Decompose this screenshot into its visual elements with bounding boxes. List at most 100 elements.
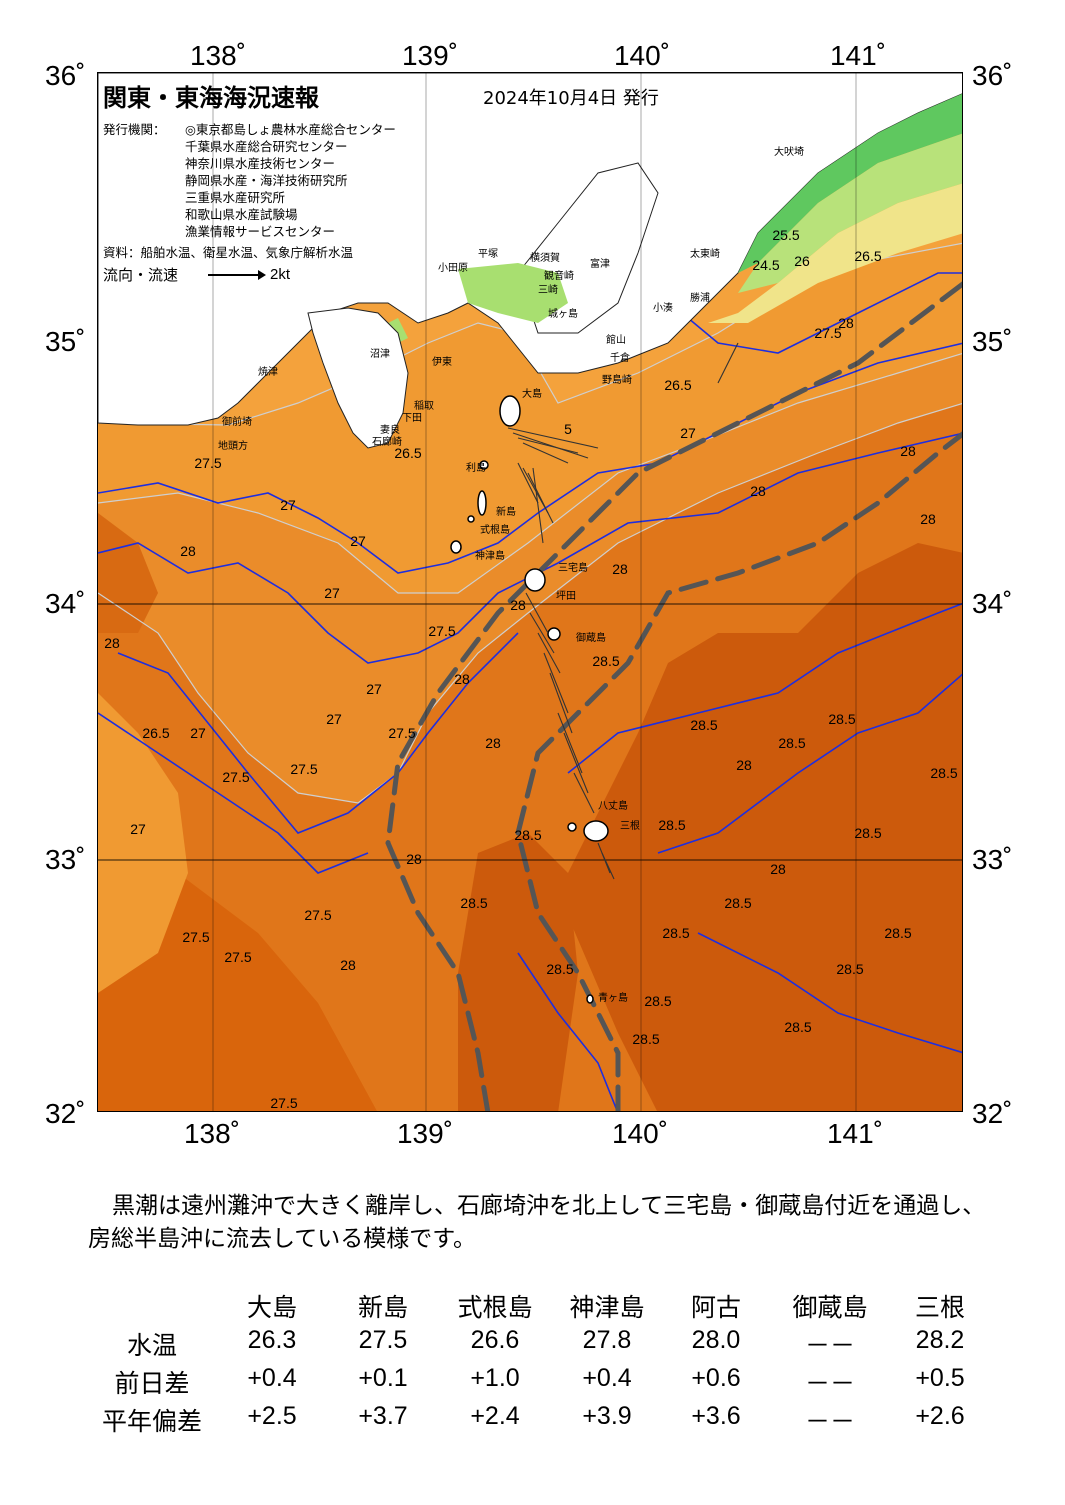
table-cell: +0.6 [691,1364,741,1392]
isotherm-label-28-5-d: 28.5 [828,711,856,727]
column-header: 神津島 [569,1293,645,1322]
isotherm-label-27-5-e: 27.5 [222,769,250,785]
kuroshio-axis-east [515,431,962,1111]
table-row: 水温 26.3 27.5 26.6 27.8 28.0 －－ 28.2 [0,1326,1065,1364]
zone-28-5-east [558,543,962,1111]
place-mera: 妻良 [380,425,400,436]
lat-tick-32-left: 32˚ [45,1098,86,1129]
arrow-icon [208,270,267,281]
isotherm-label-27-g: 27 [190,725,206,741]
table-cell: +1.0 [470,1364,520,1392]
island-oshima [499,395,521,427]
table-cell: +2.4 [470,1402,520,1430]
issuer-4: 三重県水産研究所 [185,190,286,205]
isotherm-label-26-5-a: 26.5 [854,248,882,264]
place-toshima: 利島 [466,463,486,474]
column-header: 阿古 [690,1293,742,1322]
map-axes: 138˚ 139˚ 140˚ 141˚ 138˚ 139˚ 140˚ 141˚ … [45,42,1013,1148]
place-kominato: 小湊 [653,303,673,314]
table-cell: +3.6 [691,1402,741,1430]
island-miyakejima [524,568,546,592]
lon-tick-139-bottom: 139˚ [396,1118,454,1149]
isotherm-label-28-n: 28 [340,957,356,973]
issuer-5: 和歌山県水産試験場 [185,207,298,222]
table-cell: 26.3 [247,1326,297,1354]
map-title: 関東・東海海況速報 [103,84,319,112]
place-ito: 伊東 [432,357,452,368]
lat-tick-33-right: 33˚ [972,844,1013,875]
table-cell: 28.0 [691,1326,741,1354]
isotherm-label-26-5-c: 26.5 [394,445,422,461]
isotherm-label-28-d: 28 [920,511,936,527]
lon-tick-141-bottom: 141˚ [826,1118,884,1149]
sea-temperature-map: 関東・東海海況速報 2024年10月4日 発行 発行機関： ◎東京都島しょ農林水産… [97,72,963,1112]
place-hiratsuka: 平塚 [478,249,498,260]
isotherm-label-28-5-a: 28.5 [592,653,620,669]
isotherm-label-28-5-e: 28.5 [930,765,958,781]
isotherm-label-27-5-h: 27.5 [182,929,210,945]
column-header: 式根島 [457,1293,533,1322]
isotherm-label-28-k: 28 [736,757,752,773]
issuing-agencies: 発行機関： ◎東京都島しょ農林水産総合センター 千葉県水産総合研究センター 神奈川… [103,121,396,240]
place-tsubota: 坪田 [556,591,576,602]
isotherm-label-27-d: 27 [324,585,340,601]
zone-warm-west [98,693,188,993]
isotherm-label-27-5-d: 27.5 [388,725,416,741]
isotherm-label-27-e: 27 [366,681,382,697]
kuroshio-description: 黒潮は遠州灘沖で大きく離岸し、石廊埼沖を北上して三宅島・御蔵島付近を通過し、房総… [88,1190,988,1256]
island-toshima [479,460,489,470]
isotherm-label-28-5-c: 28.5 [778,735,806,751]
lat-tick-36-right: 36˚ [972,60,1013,91]
table-cell: +0.4 [247,1364,297,1392]
isotherm-label-28-e: 28 [612,561,628,577]
isotherm-label-27-5-i: 27.5 [224,949,252,965]
table-cell: +3.9 [582,1402,632,1430]
isotherm-label-28-5-f: 28.5 [658,817,686,833]
place-niijima: 新島 [496,507,516,518]
table-cell: 27.5 [358,1326,408,1354]
table-row: 平年偏差 +2.5 +3.7 +2.4 +3.9 +3.6 －－ +2.6 [0,1402,1065,1440]
isotherm-label-28-i: 28 [510,597,526,613]
table-cell: +2.6 [915,1402,965,1430]
zone-28-5-south [458,833,578,1111]
table-cell: －－ [804,1332,856,1360]
place-irozaki: 石廊崎 [372,437,402,448]
isotherm-label-28-5-b: 28.5 [690,717,718,733]
place-oshima: 大島 [522,389,542,400]
lon-tick-138-bottom: 138˚ [183,1118,241,1149]
lon-tick-140-bottom: 140˚ [611,1118,669,1149]
island-mikurajima [547,627,561,641]
legend-label: 流向・流速 [103,266,179,284]
table-cell: +0.1 [358,1364,408,1392]
table-cell: 28.2 [915,1326,965,1354]
isotherm-label-27-c: 27 [680,425,696,441]
place-kannonzaki: 観音崎 [544,271,574,282]
legend-value: 2kt [270,266,291,283]
lat-tick-35-right: 35˚ [972,326,1013,357]
table-row: 前日差 +0.4 +0.1 +1.0 +0.4 +0.6 －－ +0.5 [0,1364,1065,1402]
isotherm-label-28-m: 28 [406,851,422,867]
isotherm-label-28-5-g: 28.5 [514,827,542,843]
description-text: 黒潮は遠州灘沖で大きく離岸し、石廊埼沖を北上して三宅島・御蔵島付近を通過し、房総… [88,1193,986,1252]
isotherm-label-27-5-b: 27.5 [814,325,842,341]
isotherm-label-28-5-h: 28.5 [854,825,882,841]
place-futtsu: 富津 [590,259,610,270]
lat-tick-34-right: 34˚ [972,588,1013,619]
place-numazu: 沼津 [370,349,390,360]
issuer-1: 千葉県水産総合研究センター [185,139,348,154]
island-hachijo-kojima [567,822,577,832]
table-cell: 27.8 [582,1326,632,1354]
column-header: 御蔵島 [792,1293,868,1322]
table-header-row: 大島 新島 式根島 神津島 阿古 御蔵島 三根 [0,1288,1065,1326]
isotherm-label-27-5-f: 27.5 [290,761,318,777]
island-hachijojima [583,820,609,842]
land-izu [307,307,409,449]
place-chikura: 千倉 [610,353,630,364]
table-cell: +0.4 [582,1364,632,1392]
lat-tick-35-left: 35˚ [45,326,86,357]
issuer-2: 神奈川県水産技術センター [185,156,336,171]
row-label: 平年偏差 [101,1407,203,1436]
place-nojimazaki: 野島崎 [602,375,632,386]
table-cell: 26.6 [470,1326,520,1354]
table-cell: －－ [804,1408,856,1436]
